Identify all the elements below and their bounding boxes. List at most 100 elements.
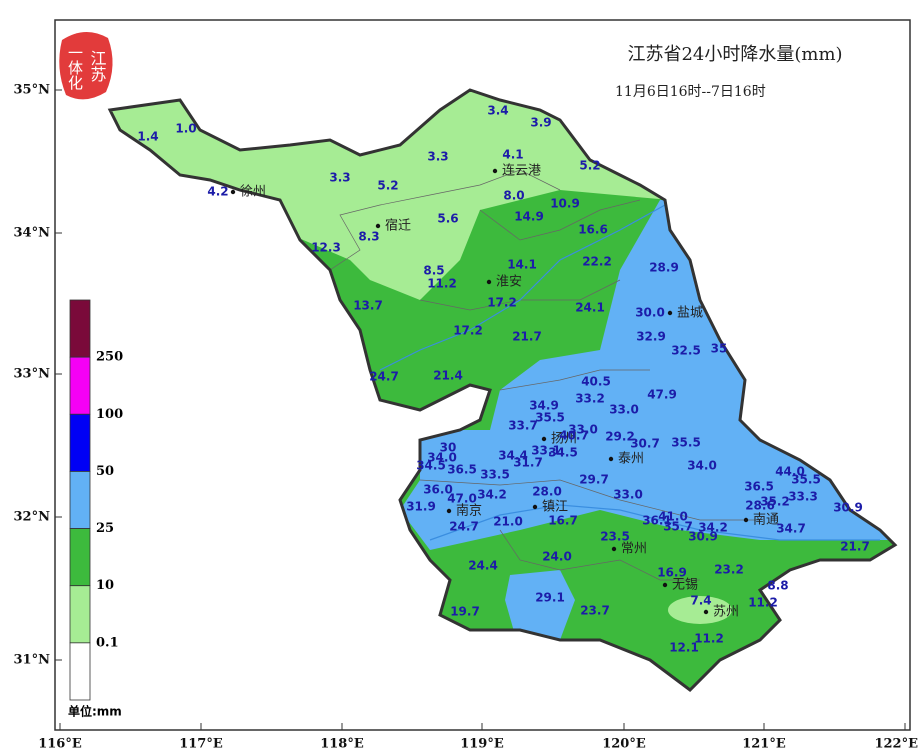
city-dot [611, 546, 617, 552]
station-value: 31.9 [406, 500, 436, 514]
city-dot [230, 189, 236, 195]
station-value: 16.6 [578, 223, 608, 237]
lon-label: 122°E [874, 737, 918, 752]
legend-swatch [69, 471, 91, 529]
station-value: 24.7 [449, 520, 479, 534]
station-value: 33.7 [508, 419, 538, 433]
station-value: 34.5 [416, 459, 446, 473]
station-value: 30.0 [635, 306, 665, 320]
logo-text: 江苏 [88, 50, 107, 83]
city-dot [662, 582, 668, 588]
map-subtitle: 11月6日16时--7日16时 [615, 84, 766, 100]
station-value: 40.5 [581, 375, 611, 389]
station-value: 33.3 [788, 490, 818, 504]
station-value: 3.4 [487, 104, 508, 118]
station-value: 14.9 [514, 210, 544, 224]
city-name: 南京 [456, 503, 482, 519]
station-value: 34.0 [687, 459, 717, 473]
station-value: 23.5 [600, 530, 630, 544]
station-value: 23.2 [714, 563, 744, 577]
station-value: 47.0 [447, 492, 477, 506]
station-value: 1.4 [137, 130, 158, 144]
station-value: 30 [440, 441, 457, 455]
station-value: 34.4 [498, 449, 528, 463]
station-value: 30.7 [630, 437, 660, 451]
station-value: 29.7 [579, 473, 609, 487]
station-value: 28.0 [532, 485, 562, 499]
station-value: 17.2 [453, 324, 483, 338]
station-value: 5.2 [377, 179, 398, 193]
city-dot [375, 223, 381, 229]
station-value: 44.0 [775, 465, 805, 479]
station-value: 35 [711, 342, 728, 356]
station-value: 24.7 [369, 370, 399, 384]
lat-label: 33°N [14, 367, 51, 382]
station-value: 4.1 [502, 148, 523, 162]
station-value: 36.5 [744, 480, 774, 494]
lat-label: 31°N [14, 653, 51, 668]
station-value: 19.7 [450, 605, 480, 619]
station-value: 34.5 [548, 446, 578, 460]
logo-text: 一体化 [66, 45, 84, 90]
lon-label: 117°E [179, 737, 223, 752]
legend-label: 25 [96, 521, 114, 536]
city-dot [541, 436, 547, 442]
station-value: 35.7 [663, 520, 693, 534]
station-value: 11.2 [427, 277, 457, 291]
legend-label: 50 [96, 464, 114, 479]
station-value: 28.6 [745, 499, 775, 513]
station-value: 1.0 [175, 122, 196, 136]
station-value: 17.2 [487, 296, 517, 310]
station-value: 12.1 [669, 641, 699, 655]
station-value: 7.4 [690, 594, 711, 608]
city-dot [608, 456, 614, 462]
station-value: 41.0 [658, 510, 688, 524]
logo: 江苏 一体化 [59, 31, 113, 100]
station-value: 34.0 [427, 451, 457, 465]
city-name: 泰州 [618, 452, 644, 467]
station-value: 3.3 [427, 150, 448, 164]
legend-swatch [69, 299, 91, 358]
station-value: 33.0 [568, 423, 598, 437]
station-value: 8.3 [358, 230, 379, 244]
legend-unit: 单位:mm [68, 704, 122, 719]
station-value: 21.7 [840, 540, 870, 554]
city-name: 徐州 [240, 185, 266, 200]
station-value: 33.0 [613, 488, 643, 502]
station-value: 22.2 [582, 255, 612, 269]
station-value: 24.0 [542, 550, 572, 564]
station-value: 11.2 [748, 596, 778, 610]
station-value: 21.7 [512, 330, 542, 344]
legend-swatch [69, 585, 91, 644]
station-value: 35.5 [671, 436, 701, 450]
station-value: 32.9 [636, 330, 666, 344]
station-value: 33.0 [609, 403, 639, 417]
station-value: 32.5 [671, 344, 701, 358]
boundaries [329, 169, 880, 581]
station-value: 24.1 [575, 301, 605, 315]
city-name: 宿迁 [385, 218, 411, 234]
lon-label: 121°E [742, 737, 786, 752]
lat-label: 34°N [14, 226, 51, 241]
station-value: 8.0 [503, 189, 524, 203]
station-value: 34.2 [477, 488, 507, 502]
lon-label: 119°E [460, 737, 504, 752]
city-dot [667, 310, 673, 316]
station-value: 33.1 [531, 444, 561, 458]
city-name: 苏州 [713, 604, 739, 620]
station-value: 3.9 [530, 116, 551, 130]
station-value: 33.5 [480, 468, 510, 482]
lon-label: 120°E [602, 737, 646, 752]
city-dot [532, 504, 538, 510]
map-title: 江苏省24小时降水量(mm) [627, 44, 842, 65]
city-dot [703, 609, 709, 615]
city-name: 常州 [621, 542, 647, 557]
station-value: 31.7 [513, 456, 543, 470]
station-value: 12.3 [311, 241, 341, 255]
station-value: 23.7 [580, 604, 610, 618]
legend-label: 0.1 [96, 635, 119, 650]
city-name: 南通 [753, 512, 779, 528]
station-value: 8.5 [423, 264, 444, 278]
lon-label: 116°E [38, 737, 82, 752]
